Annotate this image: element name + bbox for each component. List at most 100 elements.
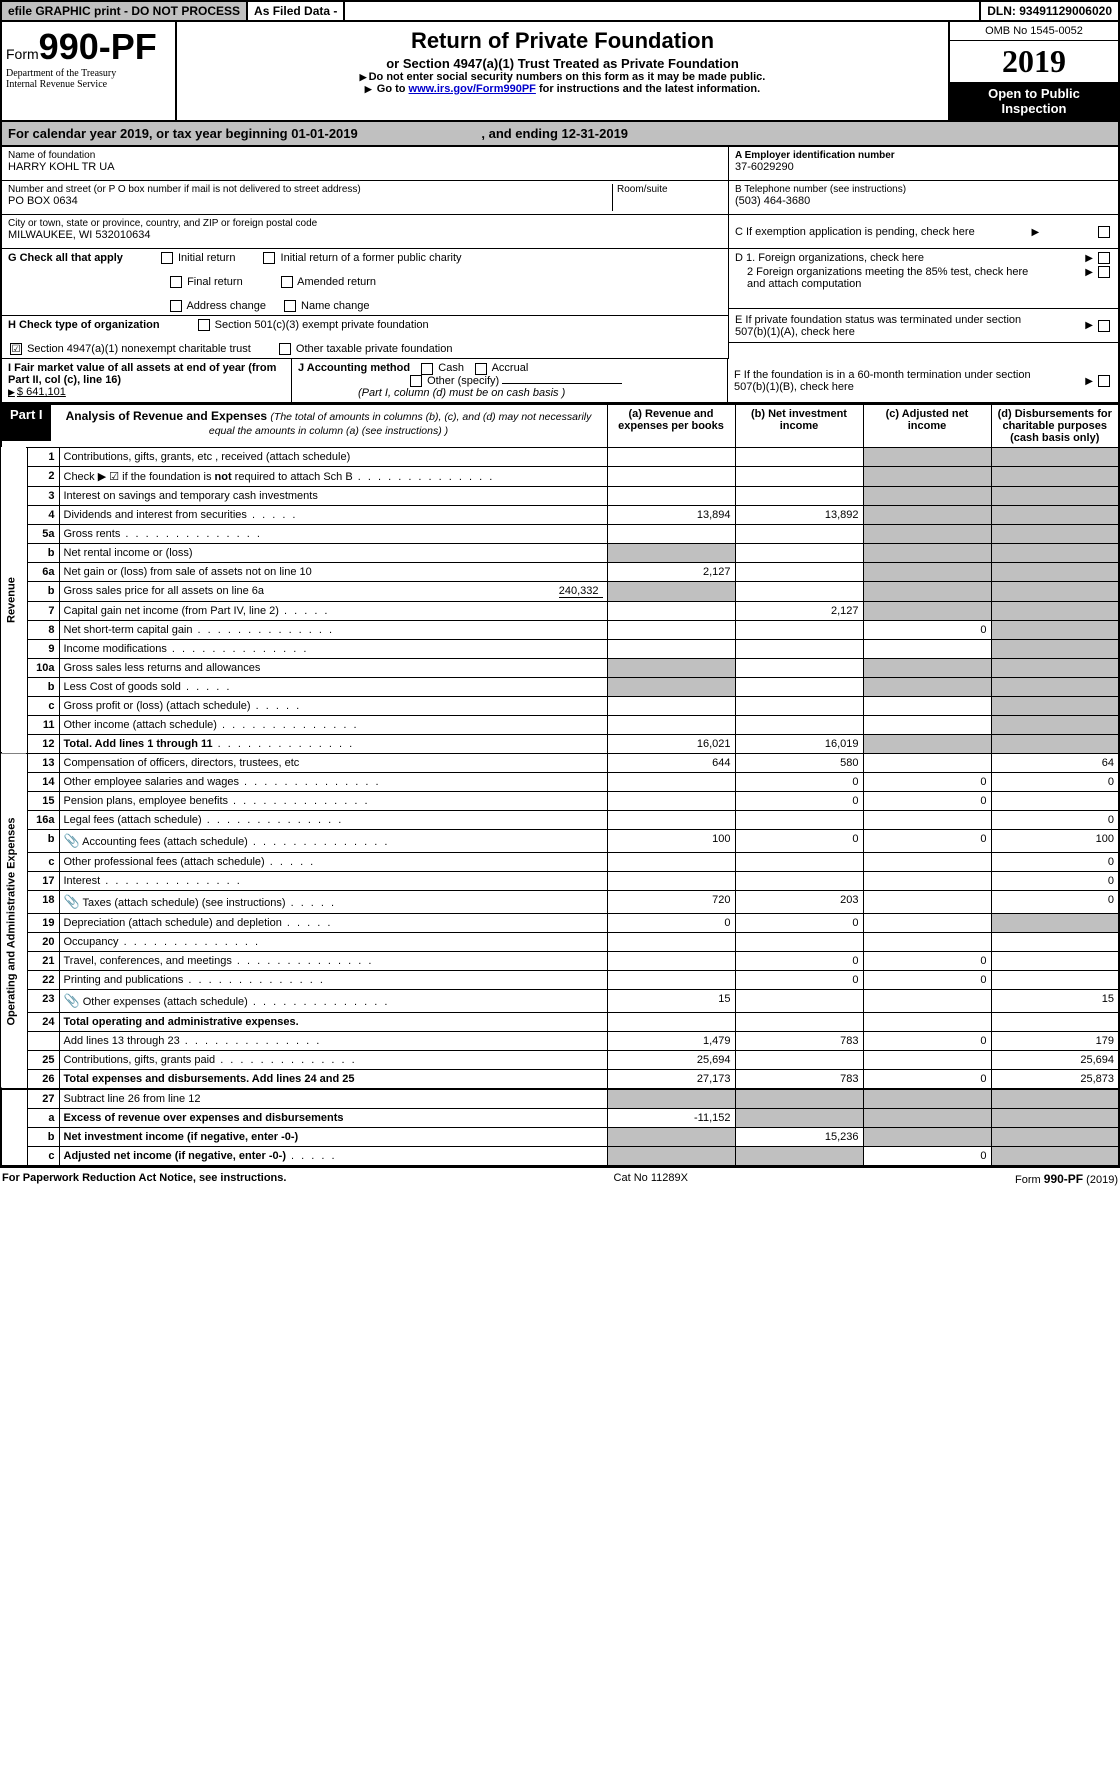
checkbox-d2[interactable] [1098, 266, 1110, 278]
part1-title: Analysis of Revenue and Expenses [66, 409, 267, 423]
table-row: cAdjusted net income (if negative, enter… [1, 1146, 1119, 1166]
line-value [991, 658, 1119, 677]
line-number: 20 [27, 932, 59, 951]
dln-cell: DLN: 93491129006020 [981, 2, 1118, 20]
checkbox-other-taxable[interactable] [279, 343, 291, 355]
table-row: bNet investment income (if negative, ent… [1, 1127, 1119, 1146]
checkbox-accrual[interactable] [475, 363, 487, 375]
arrow-icon [1032, 226, 1040, 238]
col-d-header: (d) Disbursements for charitable purpose… [991, 404, 1119, 447]
checkbox-4947a1[interactable]: ☑ [10, 343, 22, 355]
checkbox-other-method[interactable] [410, 375, 422, 387]
line-description: Total operating and administrative expen… [59, 1012, 607, 1031]
checkbox-e[interactable] [1098, 320, 1110, 332]
arrow-icon [1085, 319, 1093, 331]
checkbox-c[interactable] [1098, 226, 1110, 238]
tel-label: B Telephone number (see instructions) [735, 184, 1112, 195]
line-number: 3 [27, 486, 59, 505]
line-value: 15,236 [735, 1127, 863, 1146]
checkbox-initial-return[interactable] [161, 252, 173, 264]
attachment-icon[interactable]: 📎 [64, 993, 80, 1008]
line-value [735, 620, 863, 639]
table-row: 8Net short-term capital gain0 [1, 620, 1119, 639]
table-row: 4Dividends and interest from securities1… [1, 505, 1119, 524]
line-value: 0 [735, 970, 863, 989]
irs-link[interactable]: www.irs.gov/Form990PF [409, 83, 536, 95]
attachment-icon[interactable]: 📎 [64, 894, 80, 909]
line-value [607, 1127, 735, 1146]
line-value: 0 [735, 951, 863, 970]
line-value [863, 677, 991, 696]
dept-treasury: Department of the Treasury [6, 68, 171, 79]
line-value [735, 1108, 863, 1127]
line-value [735, 562, 863, 581]
table-row: 22Printing and publications00 [1, 970, 1119, 989]
table-row: 10aGross sales less returns and allowanc… [1, 658, 1119, 677]
table-row: bGross sales price for all assets on lin… [1, 581, 1119, 601]
line-description: Gross sales price for all assets on line… [59, 581, 607, 601]
line-number: c [27, 696, 59, 715]
line-description: Other employee salaries and wages [59, 772, 607, 791]
opt-final: Final return [187, 276, 243, 288]
line-description: Income modifications [59, 639, 607, 658]
note2-pre: Go to [377, 83, 409, 95]
line-value [991, 562, 1119, 581]
line-number: b [27, 581, 59, 601]
line-value [607, 715, 735, 734]
line-value [607, 620, 735, 639]
table-row: 6aNet gain or (loss) from sale of assets… [1, 562, 1119, 581]
line-value: 15 [991, 989, 1119, 1012]
line-value [863, 871, 991, 890]
line-description: Printing and publications [59, 970, 607, 989]
line-value: 783 [735, 1031, 863, 1050]
checkbox-501c3[interactable] [198, 319, 210, 331]
calendar-year-row: For calendar year 2019, or tax year begi… [0, 122, 1120, 147]
line-value: 0 [607, 913, 735, 932]
city-cell: City or town, state or province, country… [2, 215, 728, 249]
line-value [991, 696, 1119, 715]
table-row: 18📎 Taxes (attach schedule) (see instruc… [1, 890, 1119, 913]
line-value [991, 1146, 1119, 1166]
net-side-spacer [1, 1089, 27, 1166]
line-value [735, 1050, 863, 1069]
checkbox-amended[interactable] [281, 276, 293, 288]
dln-label: DLN: [987, 4, 1016, 18]
checkbox-cash[interactable] [421, 363, 433, 375]
col-c-header: (c) Adjusted net income [863, 404, 991, 447]
line-value [991, 1127, 1119, 1146]
line-value [607, 601, 735, 620]
part1-title-note: (The total of amounts in columns (b), (c… [209, 411, 592, 437]
part1-table: Part I Analysis of Revenue and Expenses … [0, 404, 1120, 1167]
line-value [735, 871, 863, 890]
line-value [991, 1108, 1119, 1127]
checkbox-f[interactable] [1098, 375, 1110, 387]
name-label: Name of foundation [8, 150, 722, 161]
line-value: 0 [991, 890, 1119, 913]
line-value [991, 505, 1119, 524]
line-number: 17 [27, 871, 59, 890]
attachment-icon[interactable]: 📎 [64, 833, 80, 848]
line-number: 24 [27, 1012, 59, 1031]
tel-cell: B Telephone number (see instructions) (5… [729, 181, 1118, 215]
tel-value: (503) 464-3680 [735, 195, 1112, 207]
line-value: 2,127 [607, 562, 735, 581]
table-row: Revenue1Contributions, gifts, grants, et… [1, 447, 1119, 466]
ein-cell: A Employer identification number 37-6029… [729, 147, 1118, 181]
line-value [607, 772, 735, 791]
table-row: 15Pension plans, employee benefits00 [1, 791, 1119, 810]
footer-right-pre: Form [1015, 1174, 1044, 1186]
line-value [863, 447, 991, 466]
checkbox-final-return[interactable] [170, 276, 182, 288]
line-value [607, 852, 735, 871]
line-number: b [27, 543, 59, 562]
line-value [863, 1108, 991, 1127]
checkbox-name-change[interactable] [284, 300, 296, 312]
line-value [735, 543, 863, 562]
checkbox-d1[interactable] [1098, 252, 1110, 264]
checkbox-initial-former[interactable] [263, 252, 275, 264]
line-description: Less Cost of goods sold [59, 677, 607, 696]
checkbox-addr-change[interactable] [170, 300, 182, 312]
line-description: Interest on savings and temporary cash i… [59, 486, 607, 505]
col-b-header: (b) Net investment income [735, 404, 863, 447]
f-label: F If the foundation is in a 60-month ter… [734, 369, 1054, 393]
